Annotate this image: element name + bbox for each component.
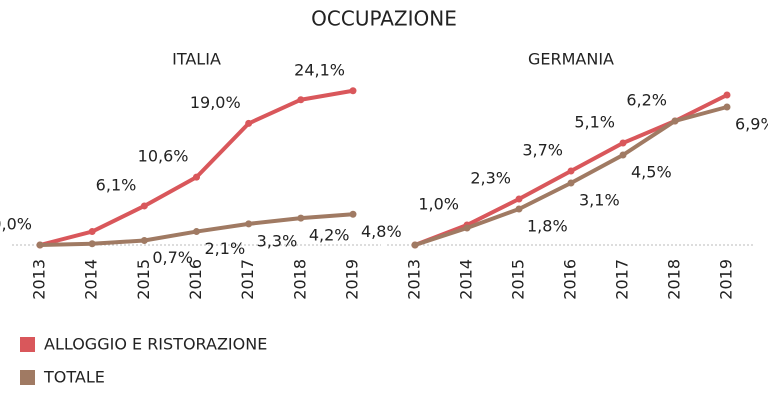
point: [619, 139, 627, 147]
line: [414, 105, 728, 247]
x-tick-label: 2014: [82, 259, 101, 300]
point: [515, 205, 523, 213]
point: [349, 87, 357, 95]
x-tick-label: 2013: [30, 259, 49, 300]
line: [39, 88, 354, 247]
data-label: 6,9%: [735, 115, 768, 134]
x-tick-label: 2016: [186, 259, 205, 300]
x-tick-label: 2017: [613, 259, 632, 300]
point: [140, 202, 148, 210]
data-label: 4,8%: [361, 222, 402, 241]
legend-swatch: [20, 370, 35, 385]
data-label: 2,3%: [470, 169, 511, 188]
data-label: 4,2%: [309, 226, 350, 245]
point: [411, 241, 419, 249]
point: [463, 224, 471, 232]
main-title: OCCUPAZIONE: [311, 7, 457, 31]
point: [193, 173, 200, 181]
x-tick-label: 2015: [134, 259, 153, 300]
chart-title: GERMANIA: [528, 50, 614, 69]
x-tick-label: 2018: [290, 259, 309, 300]
data-label: 4,5%: [631, 163, 672, 182]
x-tick-label: 2019: [343, 259, 362, 300]
legend-label: TOTALE: [43, 368, 105, 387]
point: [297, 214, 305, 222]
data-label: 2,1%: [205, 239, 246, 258]
point: [723, 91, 731, 99]
point: [36, 241, 44, 249]
point: [567, 179, 575, 187]
data-label: 0,0%: [0, 215, 32, 234]
data-label: 3,7%: [522, 141, 563, 160]
x-tick-label: 2015: [509, 259, 528, 300]
data-label: 5,1%: [574, 113, 615, 132]
point: [567, 167, 575, 175]
x-tick-label: 2018: [665, 259, 684, 300]
data-label: 24,1%: [294, 60, 345, 79]
point: [88, 228, 96, 236]
data-label: 1,8%: [527, 217, 568, 236]
point: [671, 117, 679, 125]
x-tick-label: 2017: [238, 259, 257, 300]
chart-title: ITALIA: [172, 50, 221, 69]
point: [723, 103, 731, 111]
point: [245, 119, 253, 127]
data-label: 19,0%: [190, 93, 241, 112]
data-label: 3,1%: [579, 191, 620, 210]
point: [619, 151, 627, 159]
legend-label: ALLOGGIO E RISTORAZIONE: [44, 335, 267, 354]
x-tick-label: 2014: [457, 259, 476, 300]
point: [297, 96, 305, 104]
point: [515, 195, 523, 203]
x-tick-label: 2016: [561, 259, 580, 300]
data-label: 1,0%: [418, 195, 459, 214]
point: [140, 237, 148, 245]
data-label: 0,7%: [152, 248, 193, 267]
point: [88, 240, 96, 248]
data-label: 3,3%: [257, 231, 298, 250]
point: [193, 228, 200, 236]
x-tick-label: 2019: [717, 259, 736, 300]
point: [245, 220, 253, 228]
data-label: 6,1%: [96, 175, 137, 194]
legend-swatch: [20, 337, 35, 352]
data-label: 6,2%: [626, 91, 667, 110]
data-label: 10,6%: [138, 147, 189, 166]
x-tick-label: 2013: [405, 259, 424, 300]
point: [349, 210, 357, 218]
